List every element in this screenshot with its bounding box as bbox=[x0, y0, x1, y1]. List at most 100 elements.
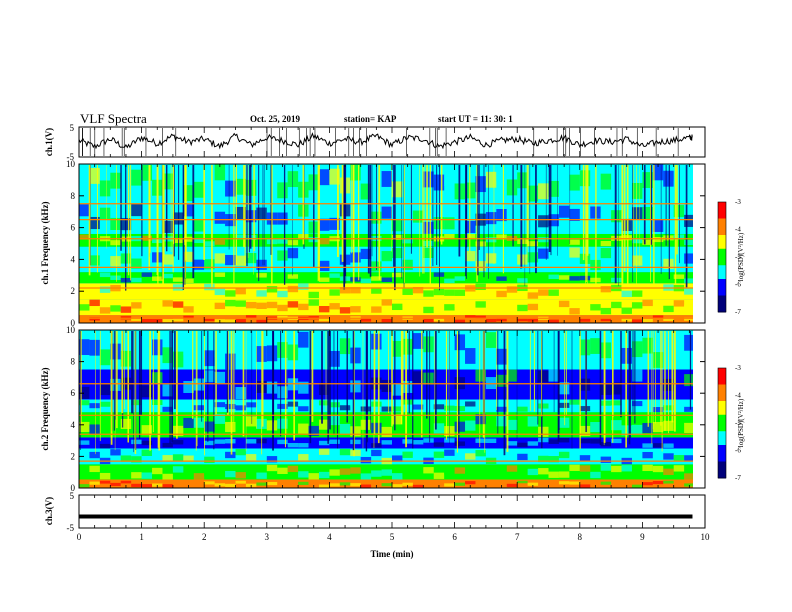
spectrogram-speckle bbox=[527, 252, 539, 263]
spectrogram-speckle bbox=[193, 259, 205, 270]
colorbar-swatch bbox=[718, 439, 726, 443]
spectrogram-speckle bbox=[225, 273, 236, 279]
spectrogram-speckle bbox=[318, 277, 330, 282]
spectrogram-speckle bbox=[538, 272, 549, 277]
spectrogram-speckle bbox=[79, 234, 90, 240]
spectrogram-speckle bbox=[569, 319, 580, 323]
spectrogram-speckle bbox=[256, 174, 267, 191]
ch1-spectrogram-image bbox=[78, 164, 706, 323]
spectrogram-speckle bbox=[99, 349, 111, 366]
spectrogram-speckle bbox=[684, 374, 695, 387]
spectrogram-speckle bbox=[360, 248, 372, 260]
spectrogram-speckle bbox=[360, 456, 372, 464]
spectrogram-speckle bbox=[79, 421, 90, 433]
spectrogram-speckle bbox=[318, 440, 330, 446]
spectrogram-speckle bbox=[558, 239, 570, 245]
spectrogram-speckle bbox=[558, 347, 570, 364]
spectrogram-speckle bbox=[412, 440, 424, 445]
spectrogram-speckle bbox=[433, 250, 445, 261]
spectrogram-speckle bbox=[277, 290, 288, 298]
spectrogram-speckle bbox=[214, 164, 226, 181]
spectrogram-speckle bbox=[506, 286, 518, 293]
colorbar-swatch bbox=[718, 414, 726, 418]
spectrogram-speckle bbox=[642, 277, 653, 282]
spectrogram-speckle bbox=[684, 422, 695, 433]
spectrogram-speckle bbox=[308, 455, 319, 463]
spectrogram-speckle bbox=[621, 218, 632, 231]
spectrogram-speckle bbox=[412, 274, 424, 280]
spectrogram-speckle bbox=[193, 181, 205, 198]
spectrogram-speckle bbox=[235, 234, 246, 240]
spectrogram-speckle bbox=[527, 402, 539, 408]
colorbar-swatch bbox=[718, 273, 726, 277]
spectrogram-speckle bbox=[392, 455, 403, 462]
spectrogram-speckle bbox=[193, 473, 205, 480]
spectrogram-speckle bbox=[663, 480, 674, 484]
spectrogram-speckle bbox=[621, 290, 632, 298]
spectrogram-speckle bbox=[444, 449, 455, 456]
spectrogram-speckle bbox=[235, 405, 246, 411]
colorbar-swatch bbox=[718, 431, 726, 435]
spectrogram-speckle bbox=[673, 234, 685, 240]
spectrogram-speckle bbox=[120, 418, 132, 430]
spectrogram-speckle bbox=[256, 259, 267, 270]
spectrogram-speckle bbox=[277, 278, 288, 283]
spectrogram-speckle bbox=[360, 318, 372, 322]
colorbar-swatch bbox=[718, 207, 726, 211]
spectrogram-speckle bbox=[329, 385, 340, 398]
spectrogram-speckle bbox=[287, 442, 299, 448]
spectrogram-speckle bbox=[256, 453, 267, 460]
spectrogram-speckle bbox=[642, 299, 653, 307]
spectrogram-speckle bbox=[621, 318, 632, 322]
ch1-colorbar: -3 -4 -5 -6 -7 log(PSD)(V²/Hz) bbox=[717, 198, 745, 316]
spectrogram-speckle bbox=[110, 275, 121, 280]
spectrogram-speckle bbox=[579, 170, 591, 187]
spectrogram-speckle bbox=[204, 259, 215, 270]
colorbar-swatch bbox=[718, 235, 726, 239]
spectrogram-speckle bbox=[298, 274, 309, 280]
ch1-waveform-panel: 5 -5 ch.1(V) bbox=[44, 123, 706, 162]
colorbar-swatch bbox=[718, 226, 726, 230]
spectrogram-speckle bbox=[214, 211, 226, 224]
freq-tick-label: 10 bbox=[66, 159, 76, 169]
colorbar-swatch bbox=[718, 406, 726, 410]
spectrogram-speckle bbox=[245, 285, 257, 292]
spectrogram-speckle bbox=[141, 449, 153, 457]
spectrogram-speckle bbox=[631, 302, 643, 309]
spectrogram-speckle bbox=[454, 289, 466, 296]
spectrogram-speckle bbox=[569, 379, 580, 392]
spectrogram-speckle bbox=[433, 423, 445, 434]
spectrogram-speckle bbox=[402, 182, 413, 199]
spectrogram-speckle bbox=[162, 484, 173, 488]
spectrogram-speckle bbox=[496, 165, 507, 182]
spectrogram-speckle bbox=[350, 238, 361, 244]
spectrogram-speckle bbox=[600, 382, 612, 395]
spectrogram-speckle bbox=[350, 252, 361, 263]
spectrogram-speckle bbox=[600, 212, 612, 225]
spectrogram-speckle bbox=[298, 443, 309, 448]
spectrogram-speckle bbox=[214, 288, 226, 296]
spectrogram-speckle bbox=[381, 469, 392, 476]
spectrogram-speckle bbox=[631, 290, 643, 297]
spectrogram-speckle bbox=[412, 319, 424, 323]
spectrogram-speckle bbox=[684, 253, 695, 264]
spectrogram-speckle bbox=[266, 440, 278, 446]
spectrogram-speckle bbox=[204, 277, 215, 282]
spectrogram-speckle bbox=[475, 414, 486, 425]
colorbar-swatch bbox=[718, 368, 726, 372]
spectrogram-speckle bbox=[475, 469, 486, 476]
spectrogram-speckle bbox=[465, 453, 476, 460]
spectrogram-speckle bbox=[423, 247, 434, 258]
spectrogram-speckle bbox=[235, 480, 246, 484]
spectrogram-speckle bbox=[652, 275, 664, 281]
spectrogram-speckle bbox=[235, 346, 246, 363]
spectrogram-speckle bbox=[684, 473, 695, 480]
spectrogram-speckle bbox=[277, 467, 288, 474]
spectrogram-speckle bbox=[245, 253, 257, 264]
spectrogram-speckle bbox=[454, 406, 466, 412]
colorbar-swatch bbox=[718, 425, 726, 429]
spectrogram-speckle bbox=[225, 451, 236, 459]
spectrogram-speckle bbox=[548, 401, 559, 407]
colorbar-swatch bbox=[718, 384, 726, 388]
